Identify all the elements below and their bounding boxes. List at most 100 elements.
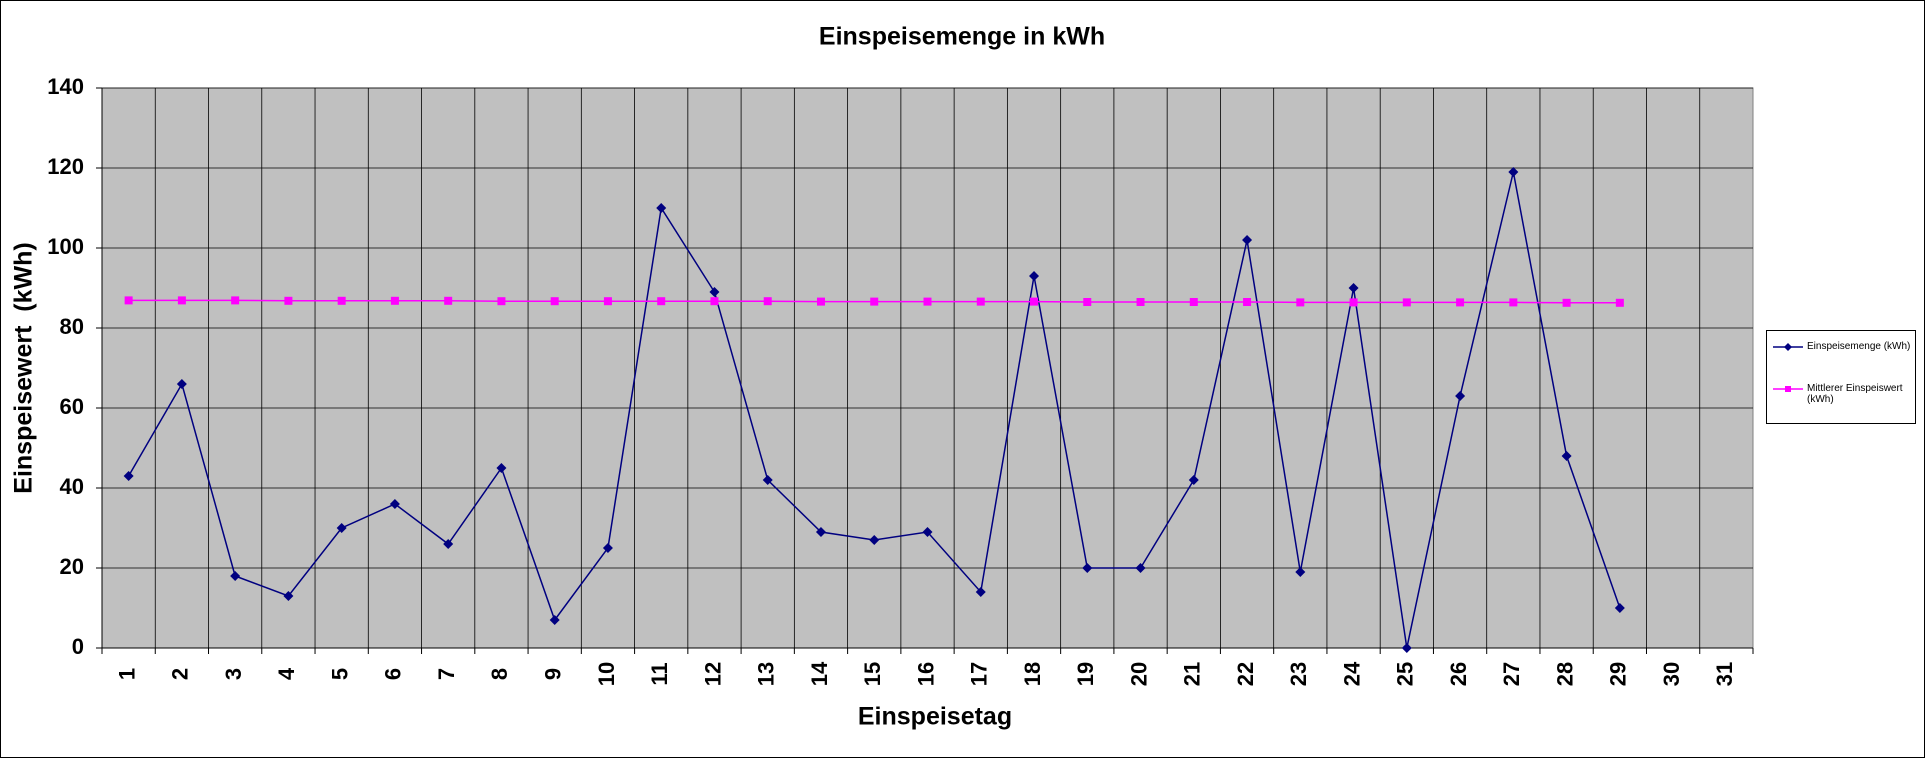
y-tick-label: 140 <box>47 74 84 99</box>
point <box>497 297 506 306</box>
point <box>444 296 453 305</box>
y-tick-label: 80 <box>60 314 84 339</box>
point <box>1242 235 1253 245</box>
point <box>815 527 826 537</box>
point <box>1135 563 1146 573</box>
point <box>1561 451 1572 461</box>
x-axis-label: Einspeisetag <box>858 703 1012 731</box>
legend: Einspeisemenge (kWh) Mittlerer Einspeiswe… <box>1766 330 1916 424</box>
y-tick-label: 20 <box>60 554 84 579</box>
point <box>1295 567 1306 577</box>
point <box>1562 298 1571 307</box>
point <box>230 571 241 581</box>
legend-label: Mittlerer Einspeiswert (kWh) <box>1807 383 1903 405</box>
x-tick-label: 3 <box>221 668 246 680</box>
legend-icon <box>1773 343 1803 351</box>
point <box>870 297 879 306</box>
point <box>336 523 347 533</box>
point <box>231 296 240 305</box>
x-tick-label: 6 <box>381 668 406 680</box>
x-tick-label: 15 <box>860 662 885 686</box>
x-tick-label: 23 <box>1286 662 1311 686</box>
point <box>337 296 346 305</box>
point <box>603 297 612 306</box>
point <box>443 539 454 549</box>
x-tick-label: 30 <box>1659 662 1684 686</box>
y-axis-label: Einspeisewert (kWh) <box>10 242 38 493</box>
point <box>1456 298 1465 307</box>
point <box>1029 271 1040 281</box>
x-tick-label: 11 <box>647 662 672 685</box>
x-tick-label: 7 <box>434 668 459 680</box>
legend-icon <box>1773 386 1803 392</box>
x-tick-label: 12 <box>700 662 725 686</box>
point <box>762 475 773 485</box>
point <box>1083 298 1092 306</box>
x-tick-label: 10 <box>594 662 619 686</box>
point <box>284 296 293 305</box>
point <box>549 615 560 625</box>
point <box>657 297 666 306</box>
point <box>656 203 667 213</box>
point <box>1030 297 1039 306</box>
point <box>176 379 187 389</box>
plot-area <box>101 87 1754 649</box>
x-tick-label: 22 <box>1233 662 1258 686</box>
y-tick-label: 60 <box>60 394 84 419</box>
point <box>1508 167 1519 177</box>
point <box>602 543 613 553</box>
point <box>123 471 134 481</box>
point <box>124 296 133 305</box>
x-tick-label: 14 <box>807 661 832 686</box>
point <box>1243 298 1252 306</box>
point <box>1455 391 1466 401</box>
point <box>1509 298 1518 307</box>
x-tick-label: 13 <box>754 662 779 686</box>
point <box>869 535 880 545</box>
point <box>923 297 932 306</box>
x-tick-label: 8 <box>487 668 512 680</box>
y-tick-label: 40 <box>60 474 84 499</box>
x-tick-label: 18 <box>1020 662 1045 686</box>
x-tick-label: 26 <box>1446 662 1471 686</box>
legend-marker <box>1785 386 1791 392</box>
y-tick-label: 120 <box>47 154 84 179</box>
x-tick-label: 27 <box>1499 662 1524 686</box>
point <box>496 463 507 473</box>
point <box>177 296 186 305</box>
y-tick-label: 100 <box>47 234 84 259</box>
x-tick-label: 21 <box>1180 662 1205 686</box>
x-tick-label: 28 <box>1552 662 1577 686</box>
point <box>976 297 985 306</box>
point <box>1189 298 1198 306</box>
point <box>1349 298 1358 307</box>
x-tick-label: 5 <box>327 668 352 680</box>
x-tick-label: 25 <box>1393 662 1418 686</box>
point <box>1188 475 1199 485</box>
point <box>1614 603 1625 613</box>
x-tick-label: 20 <box>1126 662 1151 686</box>
point <box>283 591 294 601</box>
legend-marker <box>1784 343 1792 351</box>
point <box>709 287 720 297</box>
point <box>975 587 986 597</box>
x-tick-label: 24 <box>1339 661 1364 686</box>
x-tick-label: 1 <box>114 668 139 680</box>
x-tick-label: 17 <box>967 662 992 686</box>
x-tick-label: 4 <box>274 667 299 680</box>
point <box>389 499 400 509</box>
point <box>550 297 559 306</box>
point <box>922 527 933 537</box>
point <box>1615 298 1624 307</box>
x-tick-label: 16 <box>913 662 938 686</box>
point <box>1348 283 1359 293</box>
chart-title: Einspeisemenge in kWh <box>819 23 1105 51</box>
point <box>1296 298 1305 307</box>
point <box>1402 298 1411 307</box>
point <box>710 297 719 306</box>
y-tick-label: 0 <box>72 634 84 659</box>
point <box>1082 563 1093 573</box>
point <box>390 296 399 305</box>
